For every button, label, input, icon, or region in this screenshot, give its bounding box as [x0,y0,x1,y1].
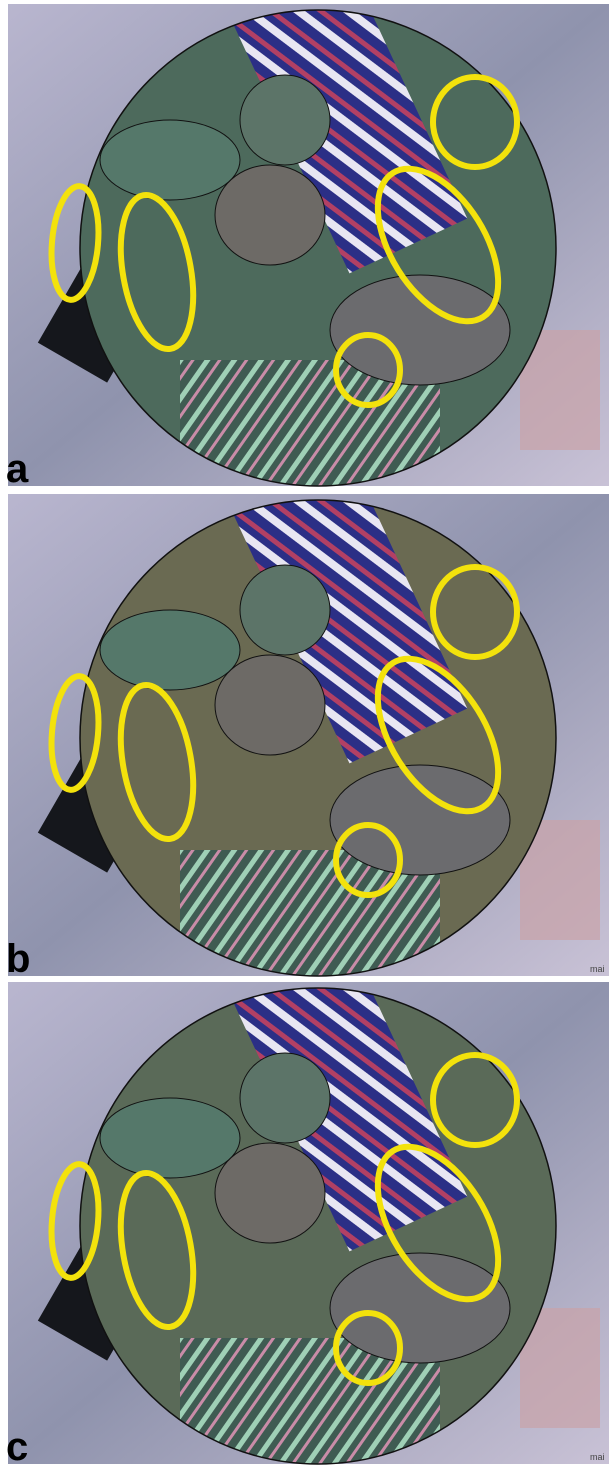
panel: a [0,0,609,500]
grain [100,1098,240,1178]
watermark: mai [590,964,605,974]
panel-label: a [6,447,29,491]
grain [240,1053,330,1143]
grain [100,120,240,200]
watermark: mai [590,1452,605,1462]
panel: b mai [0,437,609,990]
grain [240,565,330,655]
grain [240,75,330,165]
figure: a b mai c mai [0,0,609,1466]
panel-label: c [6,1425,28,1466]
grain [330,275,510,385]
grain [330,1253,510,1363]
grain [330,765,510,875]
panel-label: b [6,937,30,981]
grain [100,610,240,690]
panel: c mai [0,925,609,1466]
